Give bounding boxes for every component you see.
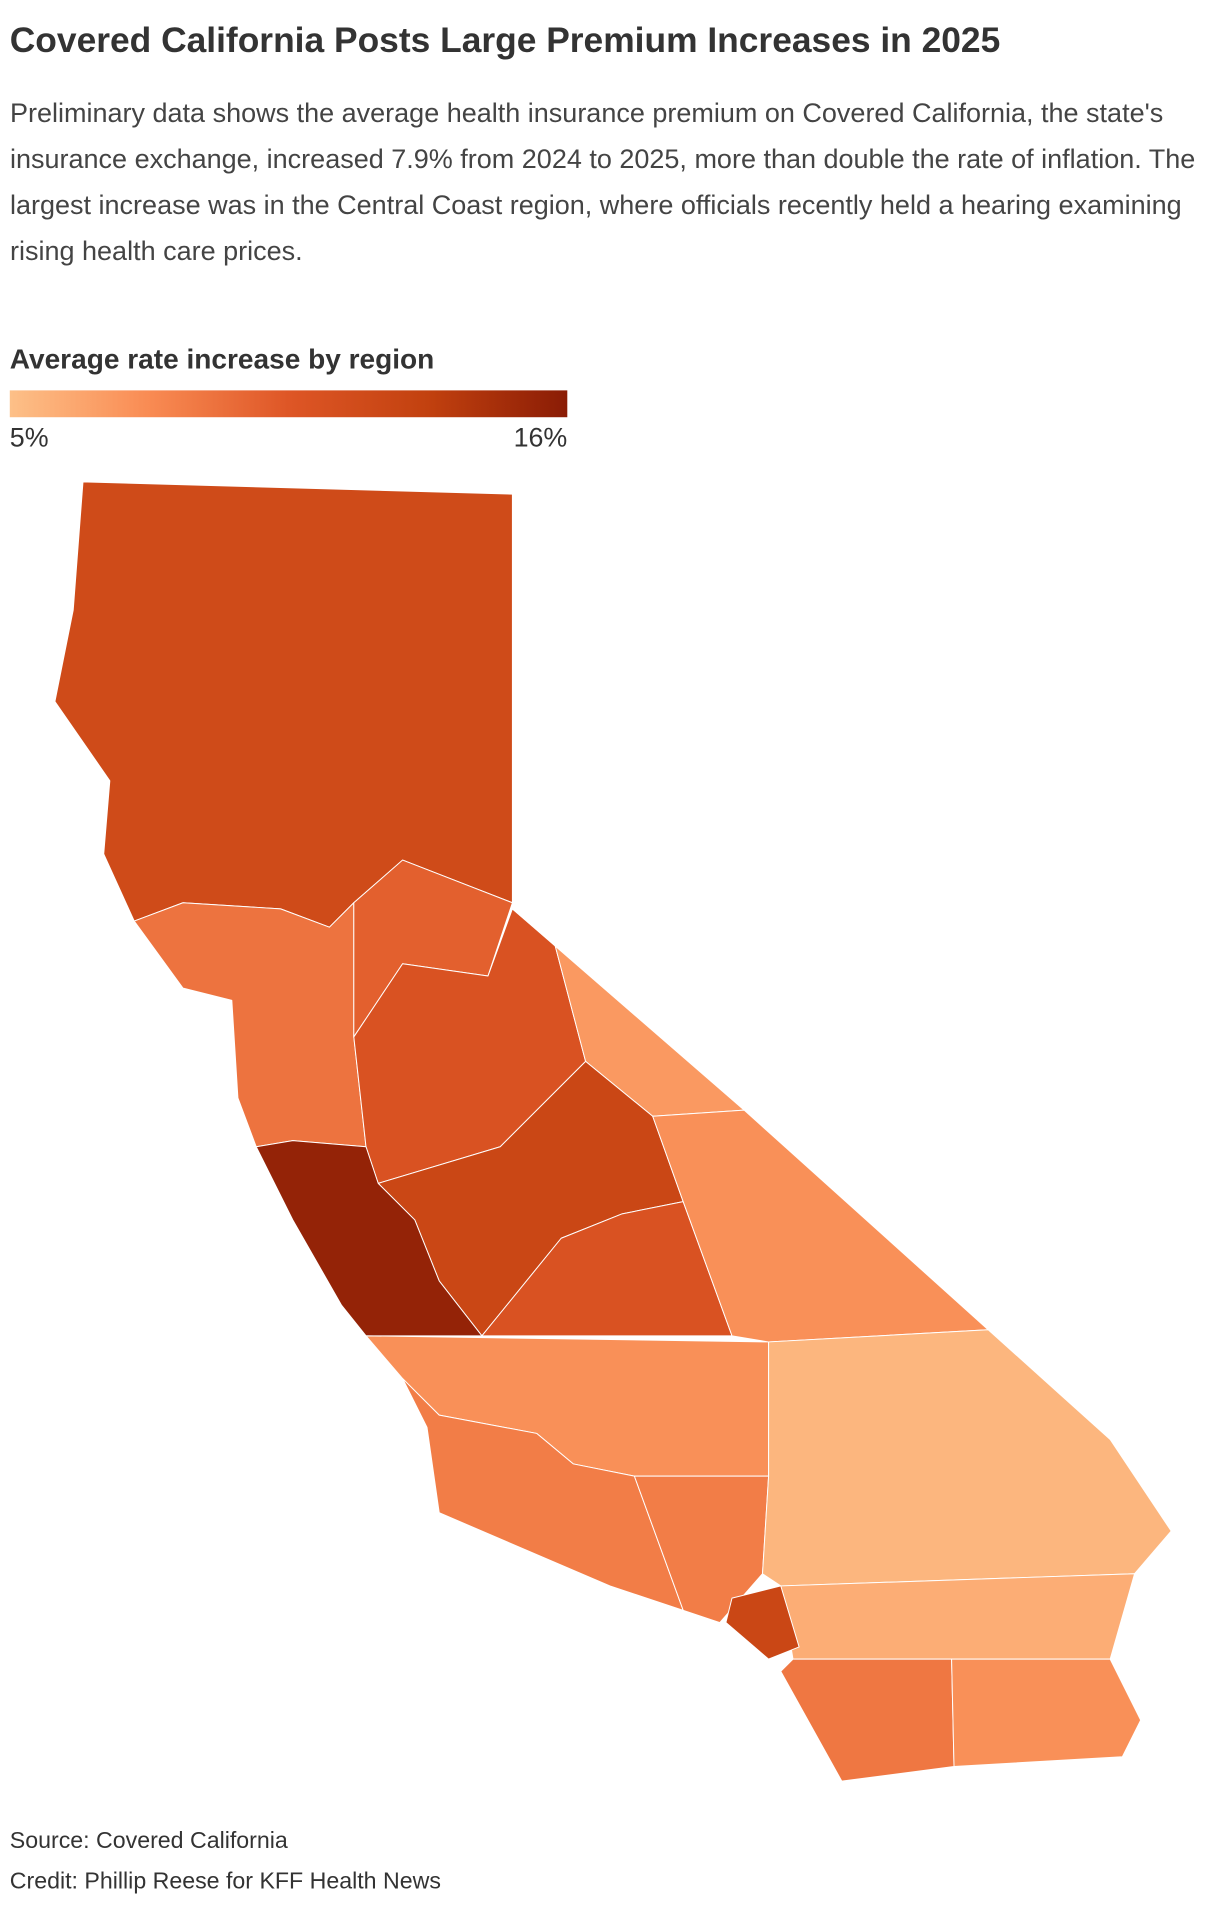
region (133, 902, 367, 1148)
legend-title: Average rate increase by region (10, 344, 435, 375)
legend-tick-label: 5% (10, 422, 49, 452)
region (762, 1329, 1172, 1587)
legend-bar (9, 390, 568, 418)
region (780, 1658, 955, 1782)
region (951, 1658, 1142, 1767)
chart-title: Covered California Posts Large Premium I… (10, 21, 1000, 60)
legend-tick-label: 16% (514, 422, 568, 452)
subtitle: Preliminary data shows the average healt… (10, 98, 1196, 266)
region (255, 1140, 483, 1337)
region (54, 481, 513, 928)
credit: Credit: Phillip Reese for KFF Health New… (10, 1868, 441, 1894)
region (780, 1573, 1136, 1660)
source: Source: Covered California (10, 1827, 288, 1853)
region (725, 1585, 800, 1660)
